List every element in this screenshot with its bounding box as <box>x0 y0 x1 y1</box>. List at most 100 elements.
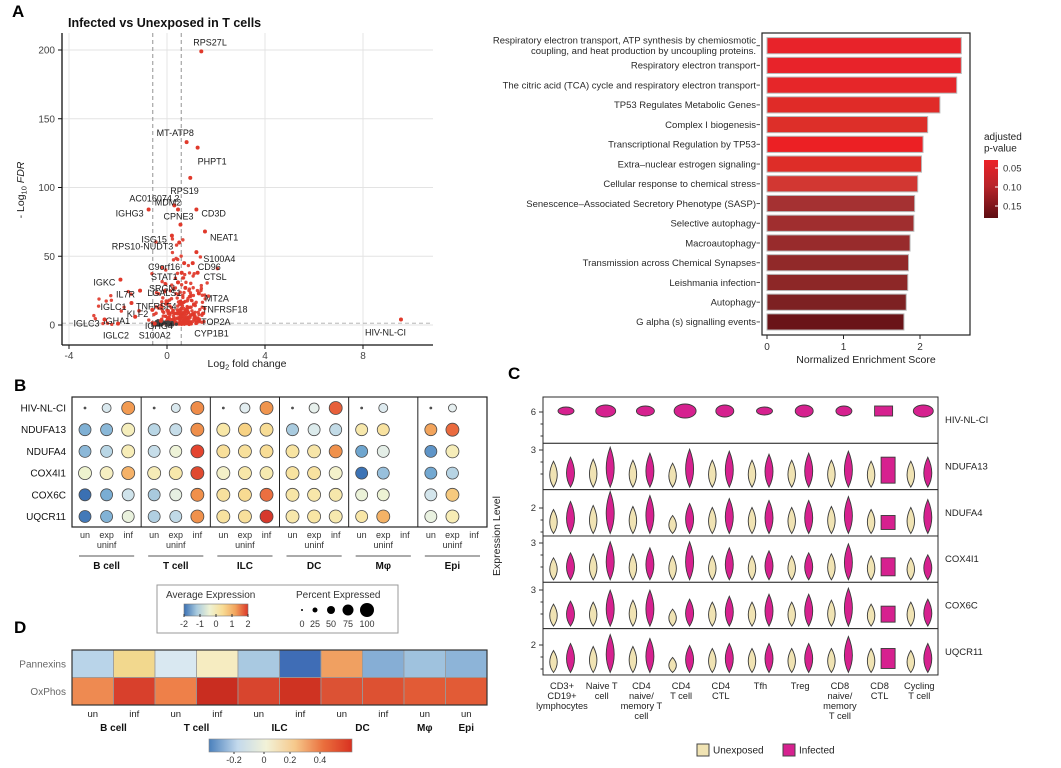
condition-subline: uninf <box>166 540 186 550</box>
expression-dot <box>328 487 343 502</box>
violin-shape <box>724 497 734 535</box>
y-tick-label: 50 <box>44 252 56 263</box>
violin-row-border <box>542 396 939 444</box>
condition-label: un <box>357 530 367 540</box>
condition-label: inf <box>123 530 133 540</box>
violin-shape <box>589 504 598 535</box>
violin-x-category: CD4 CTL <box>711 681 730 701</box>
pathway-label: Complex I biogenesis <box>665 120 756 131</box>
volcano-point <box>191 293 196 298</box>
gene-label: MDM2 <box>155 198 182 208</box>
heatmap-cond-label: un <box>461 709 472 720</box>
heatmap-cell <box>279 649 322 678</box>
violin-shape <box>708 506 717 535</box>
expression-dot <box>121 422 136 437</box>
volcano-point <box>109 298 114 302</box>
volcano-point <box>162 290 167 294</box>
violin-shape <box>668 554 677 581</box>
violin-shape <box>605 588 615 628</box>
volcano-point <box>122 305 126 309</box>
violin-shape <box>787 459 796 489</box>
pvalue-tick-label: 0.10 <box>1003 182 1022 193</box>
expression-dot <box>147 466 162 481</box>
pct-tick-label: 25 <box>310 619 320 629</box>
celltype-label: DC <box>307 561 321 572</box>
gene-label: TOP2A <box>201 317 230 327</box>
expression-dot <box>355 466 369 480</box>
heatmap-cell <box>113 677 156 706</box>
expression-dot <box>376 423 390 437</box>
expression-dot <box>239 402 251 414</box>
gene-label: NEAT1 <box>210 233 238 243</box>
condition-label: exp <box>307 530 322 540</box>
violin-shape <box>880 456 896 484</box>
volcano-point <box>187 294 192 299</box>
legend-swatch <box>696 743 710 757</box>
celltype-label: ILC <box>237 561 253 572</box>
expression-dot <box>101 403 112 413</box>
volcano-point <box>105 321 110 325</box>
nes-bar <box>766 175 919 193</box>
violin-shape <box>804 499 814 535</box>
violin-shape <box>708 601 717 627</box>
heatmap-cell <box>71 677 114 706</box>
panel-d-label: D <box>14 618 27 637</box>
expression-dot <box>238 466 252 481</box>
volcano-point-labeled <box>184 140 189 145</box>
volcano-point <box>96 304 101 308</box>
expression-dot <box>424 510 438 523</box>
volcano-point <box>185 318 190 322</box>
violin-shape <box>628 645 638 674</box>
expression-dot <box>216 466 231 481</box>
volcano-x-label: Log2 fold change <box>208 358 287 372</box>
condition-label: un <box>218 530 228 540</box>
gene-label: IGLC3 <box>74 319 100 329</box>
volcano-point <box>165 323 170 327</box>
x-tick-label: 8 <box>360 351 366 362</box>
expression-dot <box>121 488 135 502</box>
violin-y-tick: 3 <box>531 538 536 549</box>
violin-shape <box>685 598 695 627</box>
volcano-point <box>171 258 176 262</box>
volcano-point <box>172 317 176 321</box>
x-tick-label: 4 <box>262 351 268 362</box>
pvalue-tick-label: 0.15 <box>1003 201 1022 212</box>
volcano-point <box>206 294 211 298</box>
heatmap-cond-label: un <box>336 709 347 720</box>
volcano-point <box>179 306 183 311</box>
expression-dot <box>329 423 343 437</box>
volcano-point <box>174 243 179 247</box>
volcano-point <box>160 265 165 270</box>
dotplot-gene-label: COX6C <box>32 490 66 501</box>
expression-dot <box>308 402 320 414</box>
expression-dot <box>190 401 205 415</box>
pvalue-legend: adjusted p-value 0.05 0.10 0.15 <box>984 132 1022 218</box>
heatmap-cell <box>403 649 446 678</box>
expression-dot <box>121 444 136 459</box>
violin-y-tick: 3 <box>531 585 536 596</box>
heatmap-group-label: DC <box>355 723 369 734</box>
violin-shape <box>880 557 896 577</box>
volcano-point-labeled <box>178 299 183 304</box>
heatmap-cell <box>71 649 114 678</box>
expression-dot <box>169 510 183 523</box>
expression-dot <box>190 487 205 502</box>
volcano-point <box>184 321 189 326</box>
volcano-point <box>198 255 203 259</box>
gene-label: CTSL <box>204 272 227 282</box>
expression-dot <box>216 422 231 437</box>
expression-dot <box>259 422 274 437</box>
volcano-point <box>198 307 202 312</box>
pathway-label: Senescence–Associated Secretory Phenotyp… <box>526 199 756 210</box>
pathway-label: G alpha (s) signalling events <box>636 317 756 328</box>
pct-size-dot <box>360 603 374 617</box>
volcano-point-labeled <box>398 317 403 322</box>
violin-x-category: Tfh <box>754 681 767 691</box>
volcano-point-labeled <box>118 277 123 282</box>
avg-tick-label: -2 <box>180 619 188 629</box>
violin-shape <box>673 403 697 419</box>
volcano-point-labeled <box>202 229 207 234</box>
dotplot-gene-label: NDUFA13 <box>21 425 66 436</box>
violin-shape <box>866 603 876 627</box>
nes-bar <box>766 37 962 55</box>
